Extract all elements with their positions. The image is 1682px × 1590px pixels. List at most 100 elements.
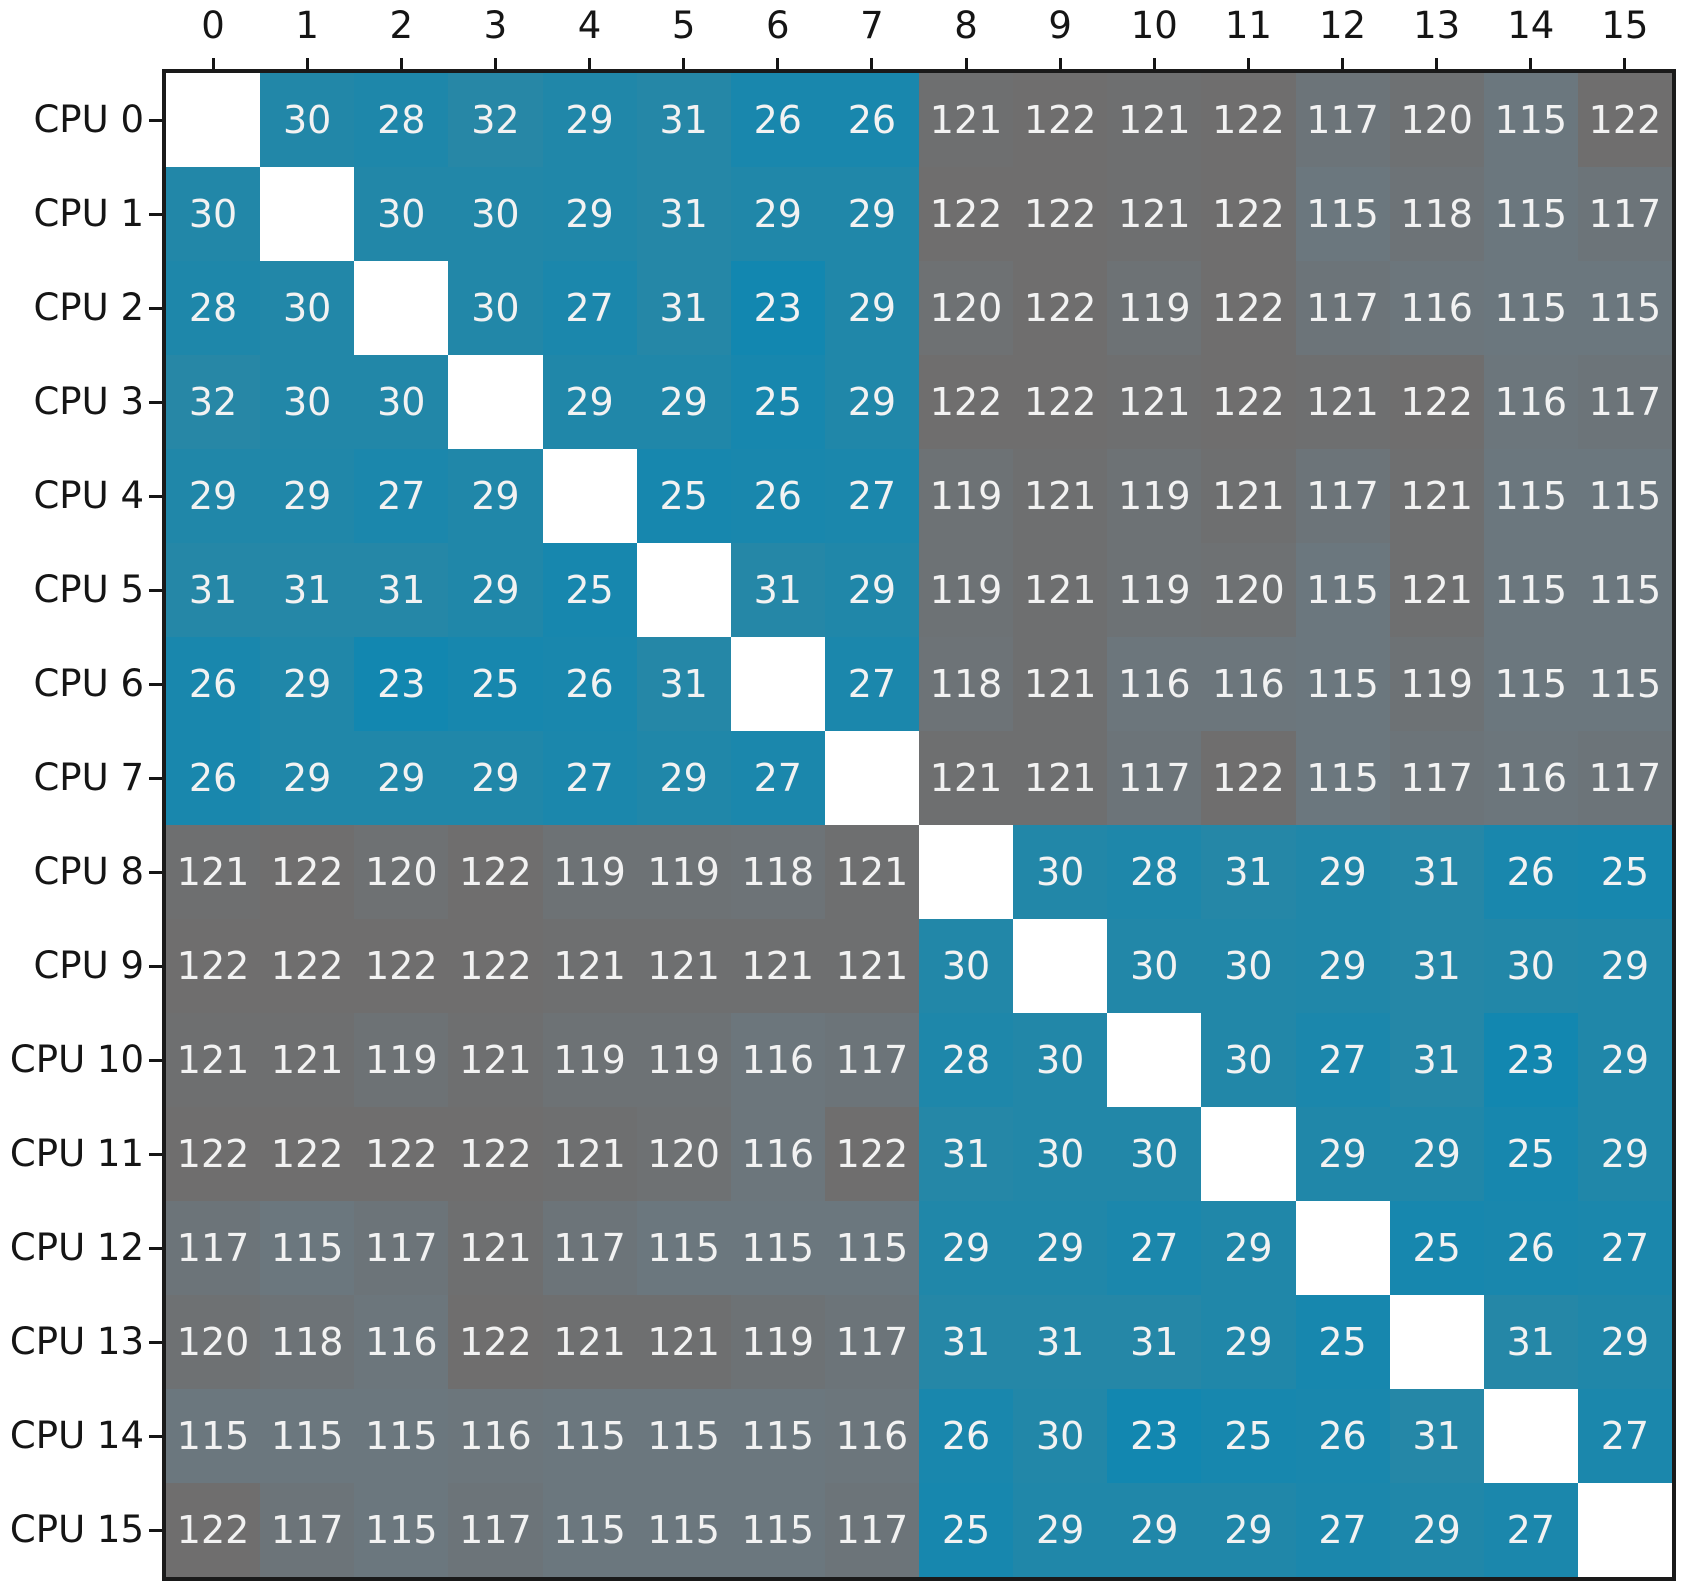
- heatmap-cell: 29: [824, 355, 919, 449]
- heatmap-cell: 26: [730, 449, 825, 543]
- x-tick-label: 5: [671, 4, 696, 47]
- heatmap-cell: 116: [1483, 355, 1578, 449]
- heatmap-cell: 115: [636, 1389, 731, 1483]
- heatmap-cell: 115: [354, 1483, 449, 1577]
- heatmap-cell: 29: [1389, 1483, 1484, 1577]
- heatmap-cell: 121: [919, 731, 1014, 825]
- heatmap-cell: 26: [1295, 1389, 1390, 1483]
- y-tick-label: CPU 14: [9, 1414, 144, 1457]
- heatmap-cell: 121: [1201, 449, 1296, 543]
- heatmap-cell: 115: [730, 1483, 825, 1577]
- heatmap-cell: 30: [919, 919, 1014, 1013]
- heatmap-cell: 122: [166, 1107, 261, 1201]
- heatmap-cell: 30: [1201, 1013, 1296, 1107]
- heatmap-cell: 29: [1107, 1483, 1202, 1577]
- heatmap-cell: 31: [354, 543, 449, 637]
- heatmap-cell: 121: [824, 825, 919, 919]
- x-tick-label: 12: [1319, 4, 1367, 47]
- heatmap-cell: 29: [1201, 1201, 1296, 1295]
- heatmap-cell: 29: [542, 355, 637, 449]
- heatmap-cell: 122: [448, 919, 543, 1013]
- x-tick-label: 1: [295, 4, 319, 47]
- heatmap-cell: 120: [1389, 73, 1484, 167]
- heatmap-cell: 122: [1201, 167, 1296, 261]
- heatmap-cell: 115: [1295, 731, 1390, 825]
- heatmap-cell: 30: [1201, 919, 1296, 1013]
- heatmap-cell: 27: [1295, 1013, 1390, 1107]
- heatmap-cell: 116: [1483, 731, 1578, 825]
- heatmap-cell: 29: [260, 637, 355, 731]
- x-tick-label: 0: [201, 4, 225, 47]
- heatmap-cell: 119: [636, 1013, 731, 1107]
- heatmap-cell: 116: [1389, 261, 1484, 355]
- heatmap-cell: 25: [1389, 1201, 1484, 1295]
- heatmap-cell: 116: [730, 1013, 825, 1107]
- y-tick-label: CPU 11: [9, 1132, 144, 1175]
- heatmap-cell: 30: [1013, 1013, 1108, 1107]
- y-tick-label: CPU 4: [33, 474, 144, 517]
- heatmap-cell: 117: [1389, 731, 1484, 825]
- heatmap-cell: 29: [448, 449, 543, 543]
- heatmap-cell: 119: [1107, 261, 1202, 355]
- heatmap-cell: 121: [166, 1013, 261, 1107]
- x-tick: [211, 58, 215, 71]
- heatmap-cell: 29: [1201, 1483, 1296, 1577]
- heatmap-cell: 28: [919, 1013, 1014, 1107]
- heatmap-cell: [448, 355, 543, 449]
- heatmap-cell: 31: [260, 543, 355, 637]
- heatmap-cell: 29: [448, 731, 543, 825]
- x-tick-label: 7: [860, 4, 884, 47]
- heatmap-cell: 115: [1483, 637, 1578, 731]
- heatmap-cell: 29: [260, 731, 355, 825]
- heatmap-cell: 116: [354, 1295, 449, 1389]
- heatmap-cell: 30: [1107, 919, 1202, 1013]
- heatmap-cell: 25: [1201, 1389, 1296, 1483]
- x-tick-label: 11: [1224, 4, 1272, 47]
- heatmap-cell: 117: [448, 1483, 543, 1577]
- heatmap-cell: 120: [919, 261, 1014, 355]
- x-tick-label: 10: [1130, 4, 1178, 47]
- heatmap-cell: 119: [1107, 543, 1202, 637]
- heatmap-cell: 30: [448, 261, 543, 355]
- heatmap-cell: 29: [1577, 1107, 1672, 1201]
- x-tick: [964, 58, 968, 71]
- heatmap-cell: 120: [354, 825, 449, 919]
- y-tick-label: CPU 7: [33, 756, 144, 799]
- heatmap-cell: 31: [636, 167, 731, 261]
- y-tick-label: CPU 0: [33, 98, 144, 141]
- x-tick: [493, 58, 497, 71]
- heatmap-cell: 115: [1483, 449, 1578, 543]
- heatmap-cell: 115: [1295, 637, 1390, 731]
- heatmap-cell: 122: [166, 1483, 261, 1577]
- heatmap-cell: 29: [919, 1201, 1014, 1295]
- heatmap-cell: 122: [824, 1107, 919, 1201]
- heatmap-cell: 120: [166, 1295, 261, 1389]
- y-tick: [149, 1434, 162, 1438]
- heatmap-cell: 115: [1483, 73, 1578, 167]
- heatmap-cell: 30: [354, 167, 449, 261]
- heatmap-cell: [260, 167, 355, 261]
- heatmap-cell: 115: [1577, 449, 1672, 543]
- heatmap-cell: 122: [260, 825, 355, 919]
- heatmap-cell: 29: [1577, 1295, 1672, 1389]
- heatmap-cell: 120: [636, 1107, 731, 1201]
- heatmap-cell: 115: [542, 1483, 637, 1577]
- heatmap-cell: 121: [636, 919, 731, 1013]
- heatmap-cell: 29: [542, 73, 637, 167]
- x-tick: [682, 58, 686, 71]
- heatmap-cell: 25: [448, 637, 543, 731]
- heatmap-cell: 122: [260, 919, 355, 1013]
- y-tick: [149, 1058, 162, 1062]
- heatmap-cell: 119: [542, 1013, 637, 1107]
- heatmap-cell: 30: [1013, 1107, 1108, 1201]
- heatmap-cell: [542, 449, 637, 543]
- heatmap-cell: [919, 825, 1014, 919]
- heatmap-cell: 29: [824, 543, 919, 637]
- heatmap-cell: 31: [1389, 1389, 1484, 1483]
- heatmap-cell: 27: [354, 449, 449, 543]
- heatmap-cell: 119: [542, 825, 637, 919]
- x-tick: [1623, 58, 1627, 71]
- heatmap-cell: 118: [919, 637, 1014, 731]
- heatmap-cell: 30: [260, 355, 355, 449]
- heatmap-cell: 115: [730, 1389, 825, 1483]
